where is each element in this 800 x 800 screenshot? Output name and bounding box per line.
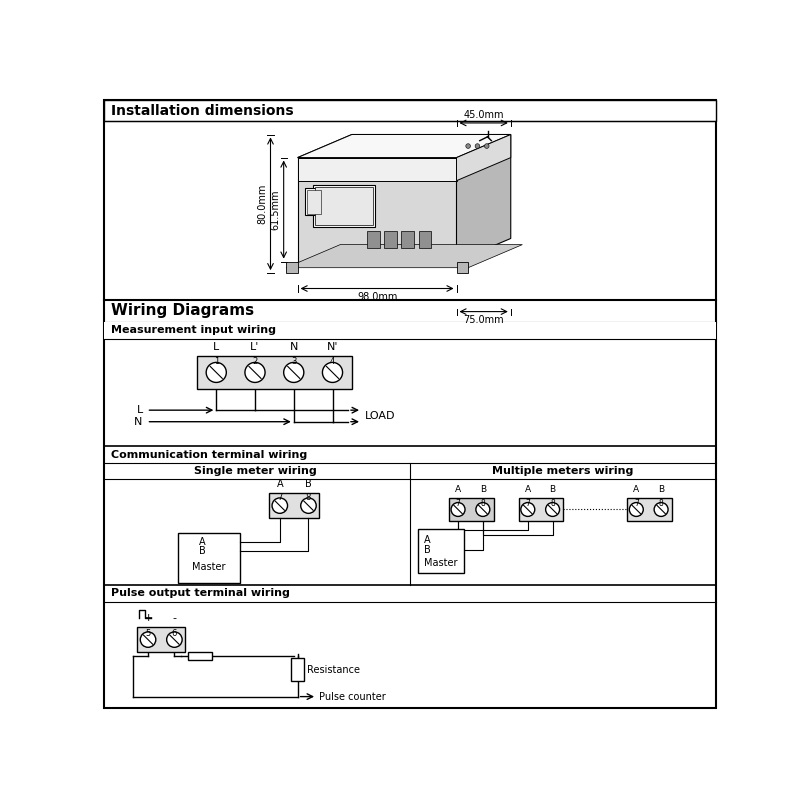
- Circle shape: [475, 144, 480, 148]
- Bar: [518, 498, 563, 521]
- Text: N': N': [326, 342, 338, 352]
- Polygon shape: [298, 158, 457, 262]
- Text: -: -: [173, 613, 176, 622]
- Bar: [104, 322, 716, 338]
- Circle shape: [521, 502, 534, 517]
- Circle shape: [245, 362, 265, 382]
- Polygon shape: [457, 134, 510, 181]
- Text: 1: 1: [214, 357, 219, 366]
- Bar: [418, 529, 464, 574]
- Bar: [385, 230, 397, 248]
- Text: 6: 6: [172, 629, 177, 638]
- Text: Wiring Diagrams: Wiring Diagrams: [111, 303, 254, 318]
- Text: L: L: [213, 342, 219, 352]
- Bar: [402, 230, 414, 248]
- Text: 7: 7: [456, 499, 461, 508]
- Text: Single meter wiring: Single meter wiring: [194, 466, 316, 476]
- Bar: [367, 230, 380, 248]
- Text: 2: 2: [252, 357, 258, 366]
- Bar: [291, 658, 304, 682]
- Text: 80.0mm: 80.0mm: [258, 184, 267, 224]
- Text: N: N: [134, 417, 142, 426]
- Text: A: A: [525, 485, 531, 494]
- Circle shape: [284, 362, 304, 382]
- Text: 7: 7: [526, 499, 530, 508]
- Text: B: B: [424, 546, 430, 555]
- Polygon shape: [298, 158, 457, 181]
- Text: 8: 8: [306, 494, 311, 502]
- Circle shape: [451, 502, 465, 517]
- Polygon shape: [286, 262, 298, 273]
- Circle shape: [272, 498, 287, 514]
- Text: L': L': [250, 342, 260, 352]
- Text: 4: 4: [330, 357, 335, 366]
- Circle shape: [546, 502, 559, 517]
- Bar: [627, 498, 672, 521]
- Bar: [449, 498, 494, 521]
- Bar: [306, 188, 322, 215]
- Circle shape: [476, 502, 490, 517]
- Bar: [269, 494, 319, 518]
- Polygon shape: [457, 134, 510, 262]
- Bar: [178, 533, 239, 582]
- Text: 8: 8: [550, 499, 555, 508]
- Text: 8: 8: [481, 499, 486, 508]
- Circle shape: [466, 144, 470, 148]
- Text: A: A: [634, 485, 639, 494]
- Text: B: B: [480, 485, 486, 494]
- Text: B: B: [658, 485, 664, 494]
- Text: 7: 7: [277, 494, 282, 502]
- Text: Communication terminal wiring: Communication terminal wiring: [111, 450, 307, 460]
- Bar: [307, 190, 321, 214]
- Text: A: A: [199, 537, 206, 547]
- Polygon shape: [298, 134, 510, 158]
- Text: 8: 8: [658, 499, 663, 508]
- Polygon shape: [457, 262, 468, 273]
- Text: B: B: [305, 478, 312, 489]
- Polygon shape: [286, 245, 522, 268]
- Circle shape: [654, 502, 668, 517]
- Text: 7: 7: [634, 499, 638, 508]
- Circle shape: [485, 144, 489, 148]
- Text: A: A: [277, 478, 283, 489]
- Text: +: +: [143, 613, 153, 622]
- Text: Multiple meters wiring: Multiple meters wiring: [492, 466, 634, 476]
- Bar: [188, 652, 211, 660]
- Text: 61.5mm: 61.5mm: [270, 190, 281, 230]
- Circle shape: [206, 362, 226, 382]
- Circle shape: [322, 362, 342, 382]
- Bar: [104, 100, 716, 122]
- Circle shape: [630, 502, 643, 517]
- Text: LOAD: LOAD: [365, 411, 395, 422]
- Text: N: N: [290, 342, 298, 352]
- Text: 98.0mm: 98.0mm: [357, 292, 398, 302]
- Text: B: B: [199, 546, 206, 556]
- Text: A: A: [424, 535, 430, 546]
- Text: 45.0mm: 45.0mm: [463, 110, 504, 120]
- Text: A: A: [455, 485, 461, 494]
- Bar: [315, 187, 373, 225]
- Text: B: B: [550, 485, 556, 494]
- Text: Master: Master: [192, 562, 226, 572]
- Text: 5: 5: [146, 629, 150, 638]
- Text: Master: Master: [424, 558, 458, 568]
- Text: Installation dimensions: Installation dimensions: [111, 104, 294, 118]
- Circle shape: [301, 498, 316, 514]
- Text: Measurement input wiring: Measurement input wiring: [111, 325, 276, 335]
- Text: Pulse output terminal wiring: Pulse output terminal wiring: [111, 589, 290, 598]
- Bar: [138, 627, 186, 652]
- Polygon shape: [298, 134, 510, 158]
- Bar: [313, 185, 375, 227]
- Bar: [418, 230, 431, 248]
- Circle shape: [166, 632, 182, 647]
- Text: Resistance: Resistance: [307, 665, 360, 674]
- Text: Pulse counter: Pulse counter: [319, 691, 386, 702]
- Circle shape: [140, 632, 156, 647]
- Text: 3: 3: [291, 357, 297, 366]
- Bar: [197, 356, 352, 389]
- Text: 75.0mm: 75.0mm: [463, 315, 504, 326]
- Text: L: L: [136, 405, 142, 415]
